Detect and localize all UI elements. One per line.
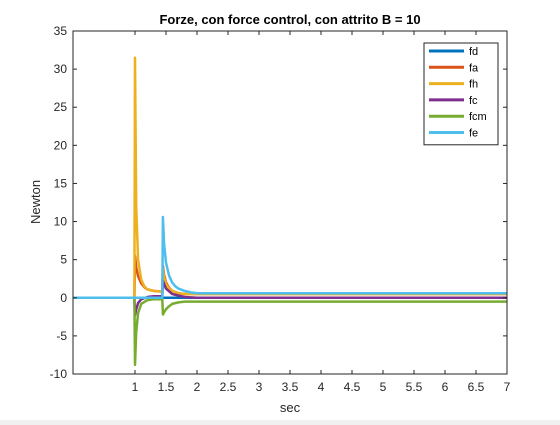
x-tick-label: 2: [194, 380, 201, 394]
x-tick-label: 6: [442, 380, 449, 394]
legend-label-fc: fc: [469, 95, 478, 107]
x-axis-label: sec: [280, 400, 301, 415]
y-tick-label: -5: [56, 329, 67, 343]
x-tick-label: 4: [318, 380, 325, 394]
y-tick-label: 20: [54, 138, 68, 152]
x-tick-label: 3.5: [282, 380, 299, 394]
chart-title: Forze, con force control, con attrito B …: [159, 12, 420, 27]
legend-label-fd: fd: [469, 46, 478, 58]
x-tick-label: 2.5: [220, 380, 237, 394]
y-tick-label: 15: [54, 176, 68, 190]
x-tick-label: 7: [504, 380, 511, 394]
x-tick-label: 1.5: [158, 380, 175, 394]
x-tick-label: 5.5: [406, 380, 423, 394]
x-tick-label: 4.5: [344, 380, 361, 394]
series-layer: [73, 56, 507, 367]
y-tick-label: -10: [50, 367, 68, 381]
x-tick-label: 1: [132, 380, 139, 394]
axes-layer: 1 1.5 2 2.5 3 3.5 4 4.5 5 5.5 6 6.5 7 -10 -5 0 5 10 15 20 25…: [50, 24, 511, 394]
legend-label-fcm: fcm: [469, 111, 487, 123]
series-line-fe: [73, 215, 507, 300]
y-tick-label: 0: [60, 291, 67, 305]
y-axis-label: Newton: [28, 180, 43, 224]
x-tick-label: 5: [380, 380, 387, 394]
legend-label-fh: fh: [469, 79, 478, 91]
y-tick-label: 35: [54, 24, 68, 38]
y-tick-label: 5: [60, 253, 67, 267]
y-tick-label: 10: [54, 215, 68, 229]
legend-box: [423, 42, 499, 146]
y-tick-label: 30: [54, 62, 68, 76]
legend: fd fa fh fc fcm fe: [423, 42, 499, 146]
legend-label-fa: fa: [469, 62, 479, 74]
legend-label-fe: fe: [469, 128, 478, 140]
series-line-fcm: [73, 296, 507, 367]
x-tick-label: 6.5: [468, 380, 485, 394]
x-tick-label: 3: [256, 380, 263, 394]
y-tick-label: 25: [54, 100, 68, 114]
